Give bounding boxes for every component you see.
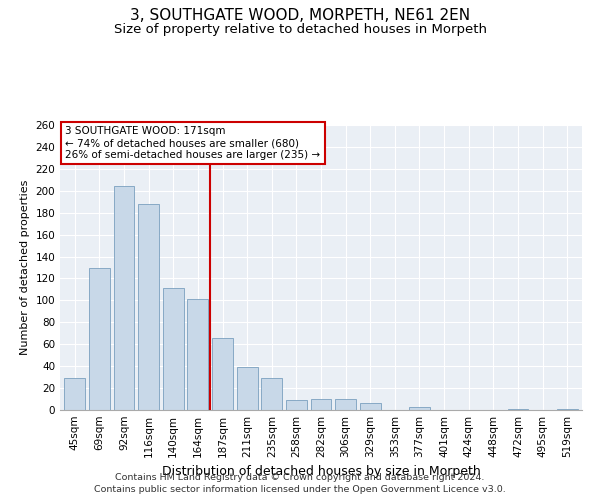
Bar: [163, 288, 184, 410]
Text: Contains public sector information licensed under the Open Government Licence v3: Contains public sector information licen…: [94, 485, 506, 494]
Bar: [508, 409, 529, 410]
Bar: [89, 268, 110, 410]
Bar: [335, 399, 356, 410]
Bar: [360, 404, 381, 410]
X-axis label: Distribution of detached houses by size in Morpeth: Distribution of detached houses by size …: [161, 466, 481, 478]
Text: 3 SOUTHGATE WOOD: 171sqm
← 74% of detached houses are smaller (680)
26% of semi-: 3 SOUTHGATE WOOD: 171sqm ← 74% of detach…: [65, 126, 320, 160]
Bar: [409, 406, 430, 410]
Text: 3, SOUTHGATE WOOD, MORPETH, NE61 2EN: 3, SOUTHGATE WOOD, MORPETH, NE61 2EN: [130, 8, 470, 22]
Text: Contains HM Land Registry data © Crown copyright and database right 2024.: Contains HM Land Registry data © Crown c…: [115, 472, 485, 482]
Text: Size of property relative to detached houses in Morpeth: Size of property relative to detached ho…: [113, 22, 487, 36]
Y-axis label: Number of detached properties: Number of detached properties: [20, 180, 30, 355]
Bar: [557, 409, 578, 410]
Bar: [286, 400, 307, 410]
Bar: [138, 204, 159, 410]
Bar: [311, 399, 331, 410]
Bar: [113, 186, 134, 410]
Bar: [187, 300, 208, 410]
Bar: [212, 338, 233, 410]
Bar: [64, 378, 85, 410]
Bar: [236, 367, 257, 410]
Bar: [261, 378, 282, 410]
